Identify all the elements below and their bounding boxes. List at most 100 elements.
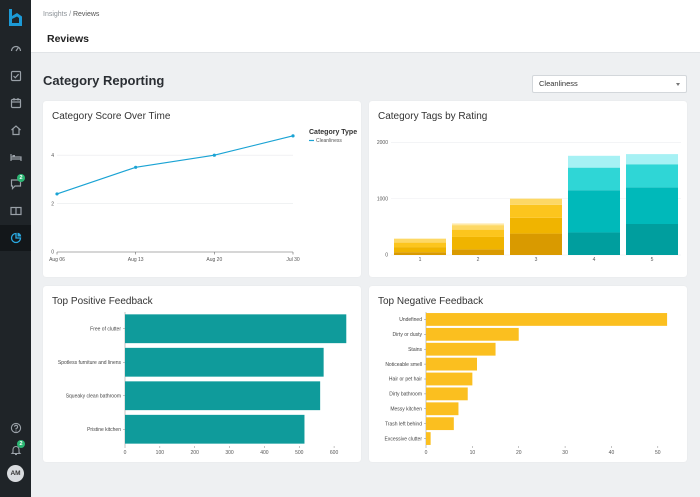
category-label: Dirty or dusty	[393, 332, 423, 338]
card-title: Top Positive Feedback	[52, 296, 153, 307]
x-tick-label: Aug 13	[128, 257, 144, 263]
y-tick-label: 1000	[377, 196, 388, 202]
bell-icon	[10, 446, 21, 456]
bar	[426, 372, 473, 386]
bar	[426, 327, 519, 341]
bar-segment	[626, 187, 678, 224]
x-tick-label: 400	[260, 450, 269, 456]
card-score-over-time: 0 2 4 Aug 06 Aug 13 Aug 20 Jul 30 Category Type…	[43, 101, 361, 277]
bar	[426, 402, 459, 416]
bar-segment	[394, 242, 446, 248]
data-point	[134, 165, 138, 169]
bar-segment	[510, 217, 562, 234]
sidebar-item-guidebook[interactable]	[0, 198, 31, 224]
x-tick-label: 5	[651, 257, 654, 263]
category-label: Undefined	[399, 317, 422, 323]
y-tick-label: 4	[51, 153, 54, 159]
bar-segment	[510, 233, 562, 255]
x-tick-label: 10	[470, 450, 476, 456]
sidebar-item-help[interactable]	[0, 415, 31, 441]
bar	[426, 313, 668, 326]
x-tick-label: 500	[295, 450, 304, 456]
data-point	[291, 134, 295, 138]
bar-segment	[568, 155, 620, 168]
sidebar-item-dashboard[interactable]	[0, 36, 31, 62]
notifications-badge: 2	[17, 440, 25, 448]
card-tags-by-rating: 0 1000 2000 1 2 3 4 5 Category Tags by Rating	[369, 101, 687, 277]
dashboard-icon	[10, 45, 21, 52]
y-tick-label: 0	[51, 250, 54, 256]
x-tick-label: 30	[562, 450, 568, 456]
avatar[interactable]: AM	[7, 465, 24, 482]
sidebar-item-bookings[interactable]	[0, 144, 31, 170]
bar-segment	[452, 223, 504, 226]
bar-segment	[568, 190, 620, 233]
section-title: Category Reporting	[43, 73, 165, 88]
x-tick-label: 1	[419, 257, 422, 263]
category-select-value: Cleanliness	[539, 79, 578, 88]
x-tick-label: 100	[156, 450, 165, 456]
x-tick-label: 2	[477, 257, 480, 263]
book-icon	[9, 206, 22, 216]
tags-stacked-bar-chart: 0 1000 2000 1 2 3 4 5	[377, 140, 681, 263]
insights-icon	[10, 232, 21, 244]
home-icon	[10, 125, 21, 136]
x-tick-label: 3	[535, 257, 538, 263]
sidebar-item-messages[interactable]: 2	[0, 171, 31, 197]
card-title: Top Negative Feedback	[378, 296, 484, 307]
card-top-positive: 0 100 200 300 400 500 600 Free of clutter Spotle…	[43, 286, 361, 462]
bar-segment	[394, 252, 446, 255]
top-bar: Insights / Reviews Reviews	[31, 0, 700, 53]
bar-segment	[452, 236, 504, 250]
x-tick-label: Aug 06	[49, 257, 65, 263]
legend-title: Category Type	[309, 129, 357, 136]
sidebar-item-properties[interactable]	[0, 117, 31, 143]
bar	[125, 347, 324, 377]
category-label: Noticeable smell	[385, 362, 422, 368]
bar-segment	[626, 164, 678, 188]
bar-segment	[394, 247, 446, 253]
score-line-chart: 0 2 4 Aug 06 Aug 13 Aug 20 Jul 30 Category Type…	[49, 129, 357, 263]
y-tick-label: 2000	[377, 140, 388, 146]
category-label: Trash left behind	[385, 421, 422, 427]
category-select[interactable]: Cleanliness	[532, 75, 687, 93]
logo-icon[interactable]	[7, 8, 24, 28]
bar	[125, 414, 305, 444]
x-tick-label: 600	[330, 450, 339, 456]
checkbox-icon	[10, 70, 21, 82]
bar	[125, 314, 347, 344]
x-tick-label: 0	[425, 450, 428, 456]
breadcrumb-separator: /	[67, 11, 73, 18]
sidebar-item-calendar[interactable]	[0, 90, 31, 116]
x-tick-label: 50	[655, 450, 661, 456]
messages-badge: 2	[17, 174, 25, 182]
bar	[426, 432, 431, 445]
breadcrumb-parent[interactable]: Insights	[43, 11, 68, 18]
bar	[426, 342, 496, 356]
help-icon	[10, 422, 21, 434]
bar	[426, 387, 468, 401]
chevron-down-icon	[676, 83, 680, 86]
card-title: Category Tags by Rating	[378, 111, 488, 122]
card-top-negative: 0 10 20 30 40 50 Undefined Dirty or dusty Stains…	[369, 286, 687, 462]
negative-bar-chart: 0 10 20 30 40 50 Undefined Dirty or dusty Stains…	[384, 312, 668, 456]
sidebar-item-tasks[interactable]	[0, 63, 31, 89]
bed-icon	[9, 154, 22, 161]
card-title: Category Score Over Time	[52, 111, 171, 122]
bar-segment	[394, 238, 446, 243]
x-tick-label: 4	[593, 257, 596, 263]
bar-segment	[452, 229, 504, 237]
x-tick-label: 200	[191, 450, 200, 456]
category-label: Pristine kitchen	[87, 427, 121, 433]
bar-segment	[568, 232, 620, 255]
sidebar-item-insights[interactable]	[0, 225, 31, 251]
sidebar-item-notifications[interactable]: 2	[0, 437, 31, 463]
category-label: Dirty bathroom	[389, 392, 422, 398]
bar	[426, 417, 454, 431]
sidebar: 2 2 AM	[0, 0, 31, 497]
x-tick-label: Aug 20	[206, 257, 222, 263]
x-tick-label: 20	[516, 450, 522, 456]
positive-bar-chart: 0 100 200 300 400 500 600 Free of clutter Spotle…	[58, 312, 347, 456]
bar-segment	[626, 154, 678, 165]
bar-segment	[510, 204, 562, 218]
